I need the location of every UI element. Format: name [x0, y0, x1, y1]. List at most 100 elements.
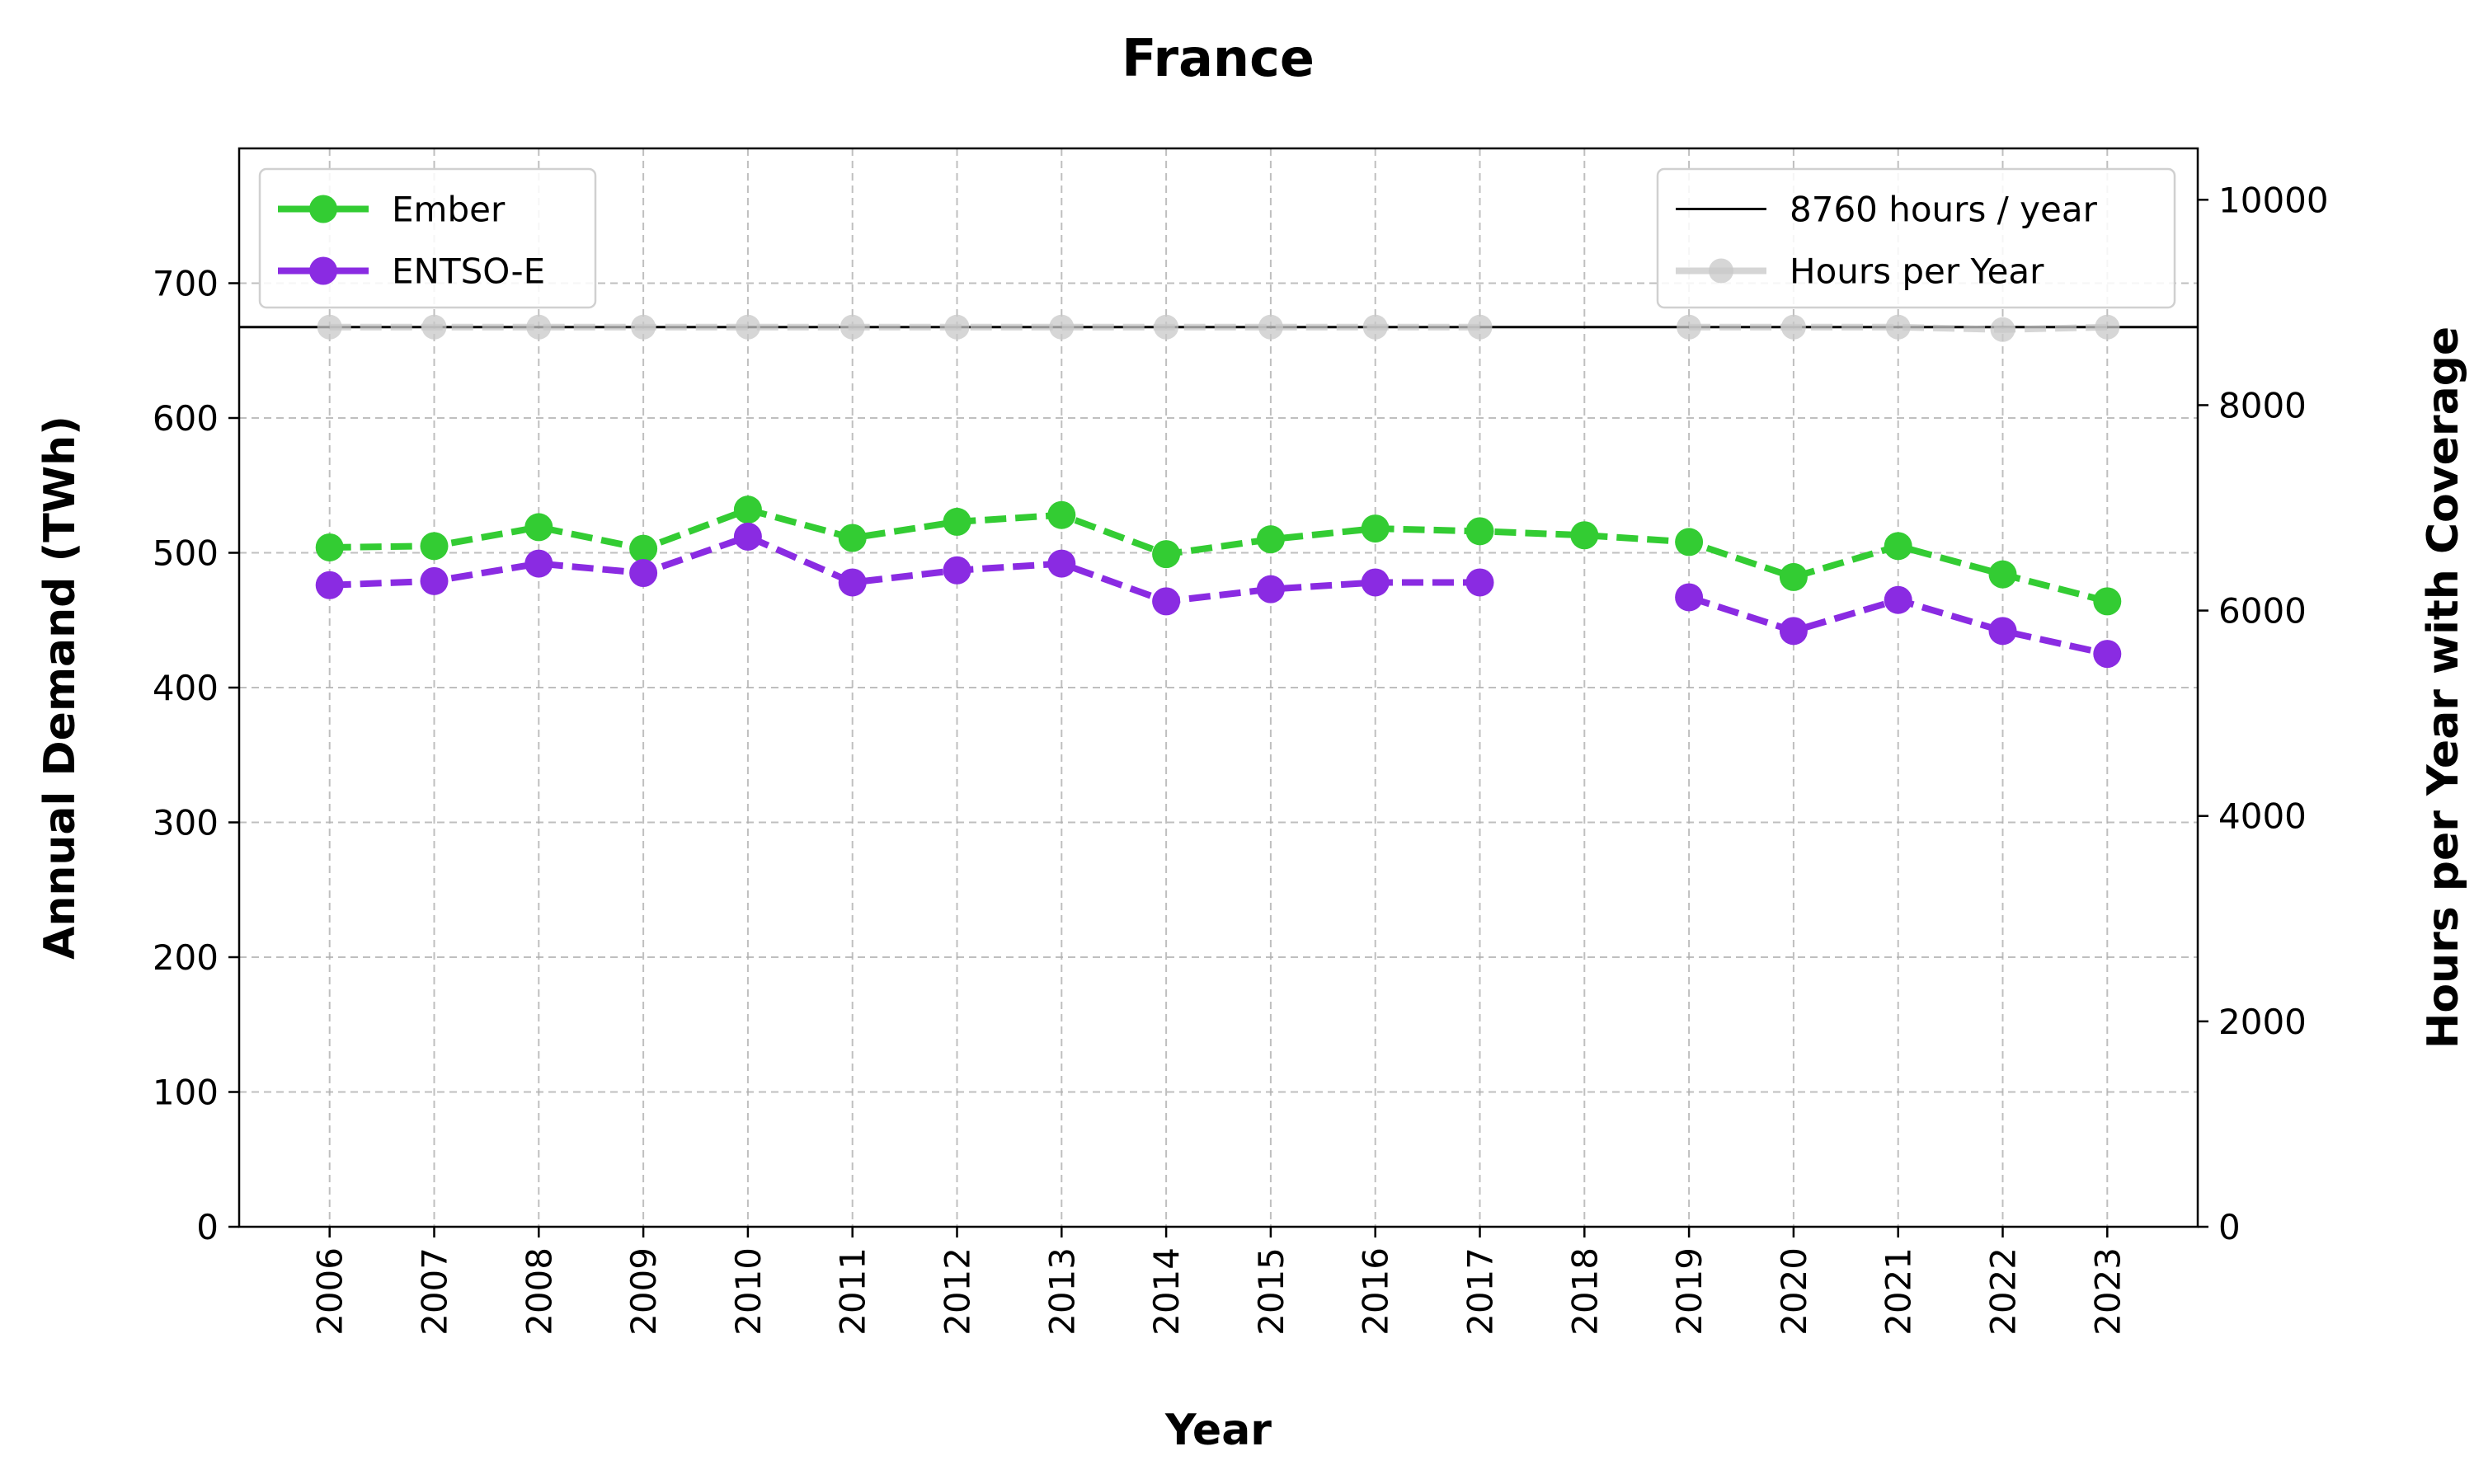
y2-tick-label: 6000	[2218, 591, 2307, 632]
data-point-ember	[1570, 521, 1599, 550]
y2-axis-title: Hours per Year with Coverage	[2419, 326, 2468, 1049]
data-point-entso-e	[1675, 583, 1704, 612]
x-tick-label: 2012	[938, 1247, 978, 1336]
legend-box	[1656, 167, 2176, 309]
y-tick-label: 100	[153, 1073, 219, 1113]
data-point-entso-e	[2093, 640, 2122, 669]
data-point-hours-per-year	[840, 314, 865, 340]
x-tick-label: 2019	[1669, 1247, 1710, 1336]
data-point-hours-per-year	[1780, 314, 1806, 340]
data-point-ember	[1361, 514, 1390, 543]
series-line-hours-per-year	[329, 323, 2108, 333]
data-point-ember	[1465, 517, 1494, 546]
data-point-ember	[315, 533, 344, 561]
y-tick-label: 300	[153, 803, 219, 843]
data-point-ember	[838, 524, 867, 552]
data-point-hours-per-year	[317, 314, 342, 340]
data-point-ember	[943, 507, 971, 536]
data-point-entso-e	[1779, 617, 1808, 646]
y-tick-label: 200	[153, 937, 219, 978]
x-tick-label: 2015	[1251, 1247, 1291, 1336]
data-point-ember	[1152, 540, 1181, 569]
legend-swatch-marker	[309, 195, 337, 223]
y-tick-label: 700	[153, 264, 219, 304]
legend-label-entso-e: ENTSO-E	[392, 251, 545, 292]
data-point-ember	[524, 513, 553, 542]
x-tick-label: 2006	[310, 1247, 350, 1336]
legend-swatch-marker	[309, 256, 337, 285]
legend-item-8760-hours-year: 8760 hours / year	[1676, 190, 2098, 230]
data-point-entso-e	[524, 549, 553, 578]
x-tick-label: 2017	[1460, 1247, 1501, 1336]
y2-tick-label: 10000	[2218, 180, 2329, 220]
x-tick-label: 2010	[728, 1247, 769, 1336]
y2-tick-label: 4000	[2218, 796, 2307, 837]
data-point-entso-e	[1152, 587, 1181, 616]
data-point-entso-e	[1256, 575, 1285, 603]
series-hours-per-year	[317, 314, 2120, 342]
left-axis-ticks: 0 100 200 300 400 500 600 700	[153, 264, 239, 1247]
data-point-hours-per-year	[631, 314, 656, 340]
data-point-hours-per-year	[1049, 314, 1075, 340]
data-point-ember	[1256, 525, 1285, 554]
data-point-hours-per-year	[944, 314, 970, 340]
x-tick-label: 2018	[1564, 1247, 1605, 1336]
y-axis-title: Annual Demand (TWh)	[35, 416, 85, 960]
legend-item-entso-e: ENTSO-E	[278, 251, 545, 292]
x-tick-label: 2008	[519, 1247, 559, 1336]
data-point-hours-per-year	[1990, 317, 2015, 342]
legend-item-ember: Ember	[278, 190, 506, 230]
data-point-hours-per-year	[1677, 314, 1702, 340]
legend-label-hours-per-year: Hours per Year	[1790, 251, 2044, 292]
data-point-entso-e	[629, 559, 658, 588]
data-point-hours-per-year	[421, 314, 447, 340]
data-point-hours-per-year	[1154, 314, 1179, 340]
x-tick-label: 2023	[2087, 1247, 2128, 1336]
data-point-ember	[1884, 532, 1912, 561]
series-ember	[315, 495, 2122, 616]
legend-item-hours-per-year: Hours per Year	[1676, 251, 2044, 292]
x-tick-label: 2011	[833, 1247, 873, 1336]
data-point-hours-per-year	[2095, 314, 2120, 340]
y-tick-label: 400	[153, 668, 219, 708]
data-point-ember	[733, 495, 762, 524]
data-point-ember	[1988, 560, 2017, 589]
right-axis-ticks: 0 2000 4000 6000 8000 10000	[2198, 180, 2329, 1247]
data-point-hours-per-year	[1362, 314, 1388, 340]
y2-tick-label: 2000	[2218, 1002, 2307, 1042]
data-point-entso-e	[1884, 585, 1912, 614]
x-axis-title: Year	[1164, 1406, 1272, 1455]
data-point-ember	[1779, 562, 1808, 591]
legend-swatch-marker	[1709, 258, 1733, 284]
x-tick-label: 2007	[415, 1247, 455, 1336]
x-tick-label: 2013	[1042, 1247, 1082, 1336]
y-tick-label: 600	[153, 398, 219, 439]
data-point-hours-per-year	[526, 314, 552, 340]
data-point-entso-e	[1047, 549, 1076, 578]
series-line-ember	[329, 506, 2109, 605]
legend-label-ember: Ember	[392, 190, 506, 230]
x-tick-label: 2020	[1774, 1247, 1814, 1336]
x-tick-label: 2009	[623, 1247, 664, 1336]
legend-right: 8760 hours / year Hours per Year	[1656, 167, 2176, 309]
series-layer	[315, 314, 2122, 669]
data-point-ember	[629, 534, 658, 563]
y2-tick-label: 8000	[2218, 385, 2307, 425]
data-point-ember	[2093, 587, 2122, 616]
x-tick-label: 2014	[1146, 1247, 1187, 1336]
series-entso-e	[315, 522, 2122, 669]
x-tick-label: 2021	[1879, 1247, 1919, 1336]
data-point-hours-per-year	[1258, 314, 1283, 340]
data-point-entso-e	[315, 571, 344, 599]
data-point-entso-e	[1361, 568, 1390, 597]
data-point-hours-per-year	[735, 314, 760, 340]
data-point-entso-e	[420, 566, 449, 595]
y-tick-label: 500	[153, 533, 219, 574]
data-point-entso-e	[733, 522, 762, 551]
y-tick-label: 0	[196, 1207, 219, 1247]
y2-tick-label: 0	[2218, 1207, 2241, 1247]
data-point-ember	[1675, 528, 1704, 556]
x-tick-label: 2016	[1356, 1247, 1396, 1336]
data-point-entso-e	[1465, 568, 1494, 597]
data-point-ember	[1047, 500, 1076, 529]
